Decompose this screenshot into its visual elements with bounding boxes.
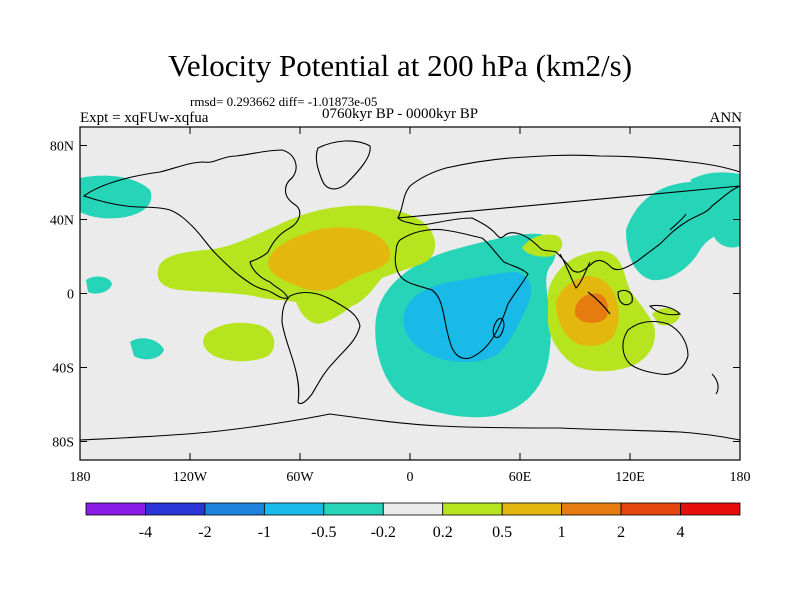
lon-tick-label: 120W bbox=[173, 470, 208, 485]
colorbar-label: 0.5 bbox=[492, 524, 512, 541]
coast-japan bbox=[669, 213, 687, 231]
colorbar-label: 0.2 bbox=[433, 524, 453, 541]
lat-tick-label: 0 bbox=[67, 288, 74, 303]
lon-tick-label: 0 bbox=[407, 470, 414, 485]
contour-pos1-indonesia bbox=[574, 293, 608, 323]
lon-tick-label: 120E bbox=[615, 470, 645, 485]
coast-madagascar bbox=[492, 317, 505, 339]
map-title: Velocity Potential at 200 hPa (km2/s) bbox=[167, 48, 633, 83]
lon-tick-label: 60E bbox=[509, 470, 532, 485]
lat-axis: 80N 40N 0 40S 80S bbox=[50, 140, 740, 451]
coast-new-guinea bbox=[648, 304, 682, 316]
contour-neg05-africa bbox=[403, 272, 532, 363]
colorbar-swatch bbox=[382, 502, 444, 516]
contour-pos05-atlantic bbox=[268, 227, 391, 291]
colorbar-label: 1 bbox=[558, 524, 566, 541]
contour-neg-east-edge bbox=[712, 222, 740, 248]
colorbar-label: -4 bbox=[139, 524, 152, 541]
colorbar-label: -2 bbox=[198, 524, 211, 541]
colorbar-label: 2 bbox=[617, 524, 625, 541]
coast-africa bbox=[394, 228, 529, 360]
contour-neg-ne-pacific bbox=[86, 276, 112, 294]
colorbar-swatch bbox=[442, 502, 503, 516]
coast-eurasia bbox=[396, 154, 740, 273]
coast-south-america bbox=[281, 291, 361, 405]
lat-tick-label: 40N bbox=[50, 214, 74, 229]
season-label: ANN bbox=[709, 110, 743, 126]
stats-label: rmsd= 0.293662 diff= -1.01873e-05 bbox=[190, 94, 378, 109]
coast-sumatra bbox=[587, 291, 611, 315]
experiment-label: Expt = xqFUw-xqfua bbox=[80, 110, 209, 126]
lat-tick-label: 80N bbox=[50, 140, 74, 155]
contour-pos-s-america bbox=[203, 322, 275, 362]
colorbar-label: -1 bbox=[258, 524, 271, 541]
contour-neg-s-pacific bbox=[130, 338, 164, 360]
coastlines bbox=[80, 140, 740, 441]
coast-australia bbox=[622, 320, 689, 375]
lon-axis: 180 120W 60W 0 60E 120E 180 bbox=[70, 127, 751, 485]
period-label: 0760kyr BP - 0000kyr BP bbox=[322, 106, 479, 122]
contour-neg-nw-pacific bbox=[80, 175, 152, 219]
colorbar-label: -0.2 bbox=[371, 524, 396, 541]
colorbar-swatch bbox=[620, 502, 681, 516]
lat-tick-label: 80S bbox=[52, 436, 74, 451]
colorbar-label: -0.5 bbox=[311, 524, 336, 541]
lon-tick-label: 60W bbox=[286, 470, 314, 485]
lon-tick-label: 180 bbox=[730, 470, 751, 485]
coast-india bbox=[559, 253, 591, 289]
coast-north-america bbox=[82, 149, 301, 299]
colorbar-swatch bbox=[501, 502, 563, 516]
colorbar-swatch bbox=[85, 502, 146, 516]
lon-tick-label: 180 bbox=[70, 470, 91, 485]
colorbar-swatch bbox=[204, 502, 265, 516]
coast-new-zealand bbox=[711, 373, 719, 395]
coast-borneo bbox=[617, 289, 633, 306]
lat-tick-label: 40S bbox=[52, 362, 74, 377]
colorbar-swatch bbox=[323, 502, 384, 516]
coast-antarctica bbox=[80, 413, 740, 441]
colorbar-swatch bbox=[680, 502, 741, 516]
colorbar-label: 4 bbox=[677, 524, 685, 541]
contour-field bbox=[80, 140, 740, 441]
colorbar-swatch bbox=[263, 502, 325, 516]
colorbar-swatch bbox=[561, 502, 622, 516]
coast-greenland bbox=[315, 140, 371, 190]
colorbar-swatch bbox=[145, 502, 206, 516]
